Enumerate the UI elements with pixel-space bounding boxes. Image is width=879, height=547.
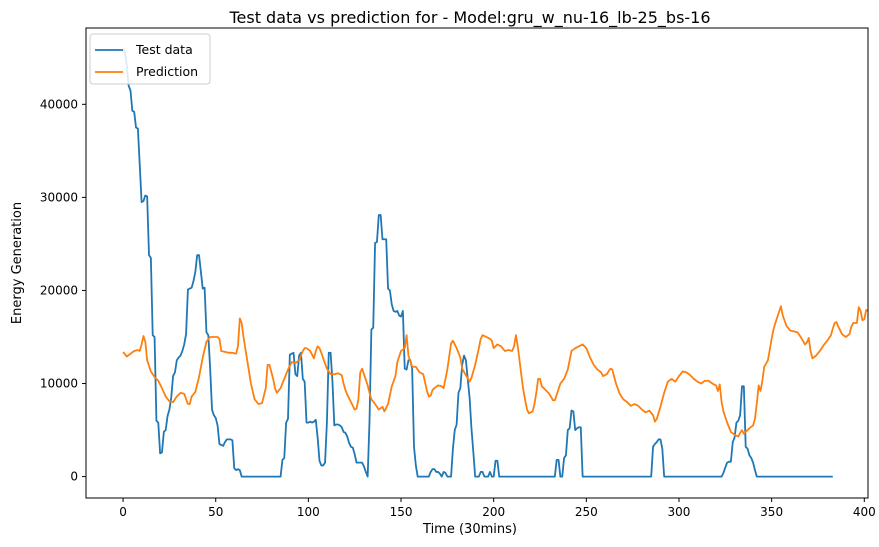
x-tick-label: 50 [208,505,223,519]
lines-layer [122,48,869,478]
legend: Test data Prediction [89,33,211,85]
y-tick-label: 40000 [40,97,78,111]
x-tick-label: 100 [297,505,320,519]
legend-label-prediction: Prediction [136,64,198,79]
chart-title: Test data vs prediction for - Model:gru_… [228,8,710,28]
x-tick-label: 200 [482,505,505,519]
x-axis-label: Time (30mins) [422,522,517,537]
x-tick-label: 250 [575,505,598,519]
x-tick-label: 400 [853,505,876,519]
plot-area-frame [85,27,869,499]
y-tick-label: 0 [70,470,78,484]
test-data-line [122,48,833,478]
x-tick-label: 350 [760,505,783,519]
y-tick-label: 20000 [40,283,78,297]
legend-label-test-data: Test data [135,42,193,57]
x-tick-label: 150 [390,505,413,519]
x-tick-label: 300 [668,505,691,519]
prediction-line [122,305,869,438]
y-tick-label: 30000 [40,190,78,204]
y-axis-label: Energy Generation [10,202,25,324]
y-tick-label: 10000 [40,377,78,391]
x-tick-label: 0 [119,505,127,519]
ticks-layer: 0 50 100 150 200 250 300 350 400 0 10000 20000 30000… [40,97,876,519]
